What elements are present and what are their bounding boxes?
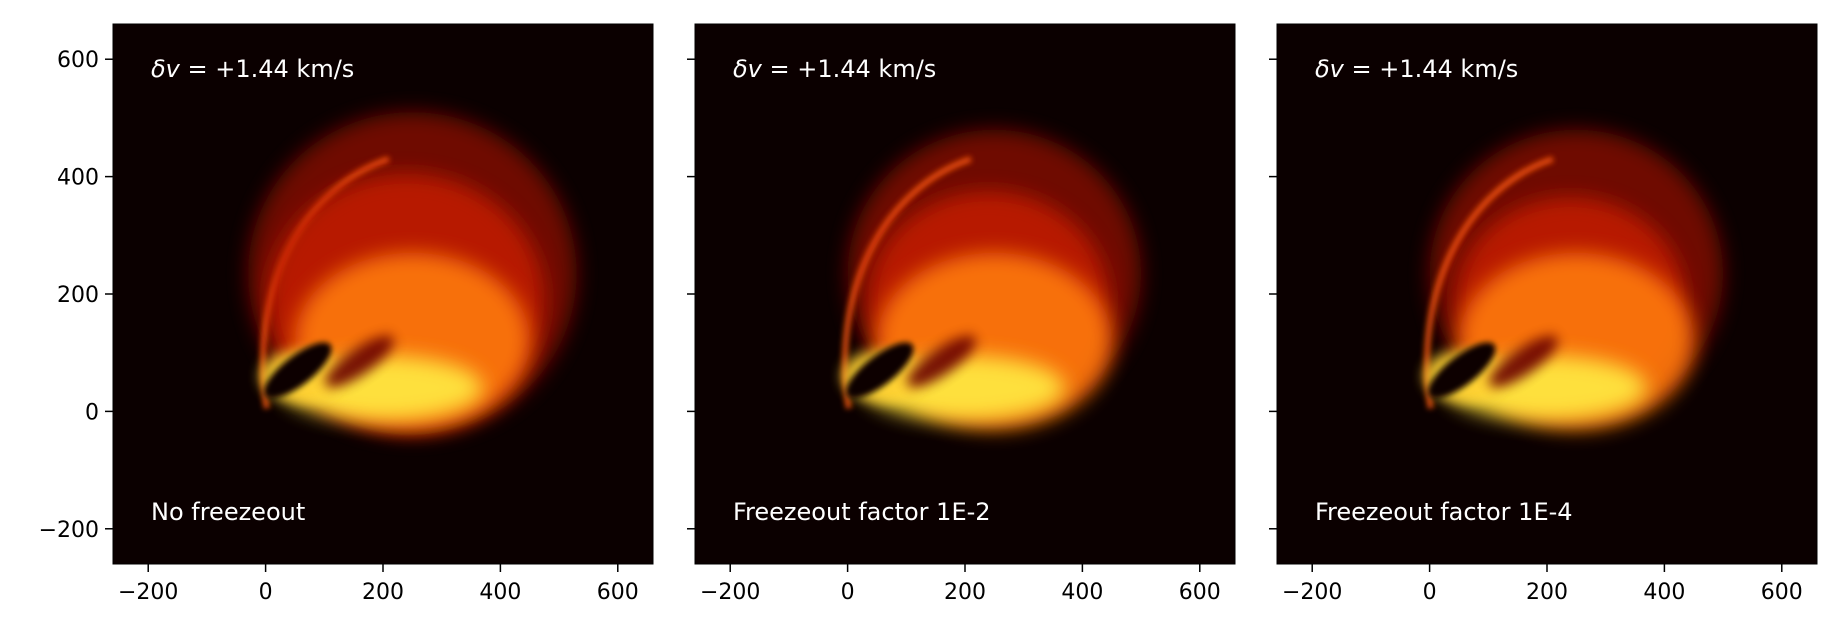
dark-lobe-inner: [264, 342, 332, 399]
emission-map: [841, 129, 1142, 429]
x-tick-label: −200: [118, 580, 178, 605]
x-tick-label: 200: [1526, 580, 1568, 605]
emission-arc: [1424, 156, 1554, 409]
dark-lobe-outer: [325, 335, 394, 388]
x-tick-label: 200: [362, 580, 404, 605]
y-tick-label: 400: [57, 166, 99, 191]
x-tick-label: 0: [259, 580, 273, 605]
velocity-label: δv = +1.44 km/s: [1315, 55, 1518, 83]
panel-3: −200 0 200 400 600 δv = +1.44 km/s Freezeout f…: [1269, 23, 1818, 605]
dark-lobe-outer: [1489, 335, 1558, 388]
y-tick-label: 0: [85, 400, 99, 425]
panel-1: −200 0 200 400 600 −200 0 200 400 600 δv = +1.44 k…: [39, 23, 654, 605]
x-tick-label: −200: [1282, 580, 1342, 605]
emission-map: [248, 112, 577, 435]
dark-lobe-inner: [846, 342, 914, 399]
x-tick-label: 0: [1423, 580, 1437, 605]
x-tick-label: 600: [597, 580, 639, 605]
x-tick-label: 400: [1643, 580, 1685, 605]
emission-map: [1423, 129, 1724, 429]
x-tick-label: 600: [1179, 580, 1221, 605]
dark-lobe-outer: [907, 335, 976, 388]
y-tick-label: −200: [39, 518, 99, 543]
y-tick-label: 200: [57, 283, 99, 308]
panel-label: No freezeout: [151, 498, 305, 526]
x-tick-label: 400: [1061, 580, 1103, 605]
x-tick-label: 600: [1761, 580, 1803, 605]
x-tick-label: 0: [841, 580, 855, 605]
dark-lobe-inner: [1428, 342, 1496, 399]
x-tick-label: −200: [700, 580, 760, 605]
velocity-label: δv = +1.44 km/s: [733, 55, 936, 83]
panel-label: Freezeout factor 1E-4: [1315, 498, 1573, 526]
panel-2: −200 0 200 400 600 δv = +1.44 km/s Freezeout f…: [687, 23, 1236, 605]
y-tick-label: 600: [57, 48, 99, 73]
velocity-label: δv = +1.44 km/s: [151, 55, 354, 83]
panel-label: Freezeout factor 1E-2: [733, 498, 991, 526]
emission-arc: [842, 156, 972, 409]
x-tick-label: 400: [479, 580, 521, 605]
x-tick-label: 200: [944, 580, 986, 605]
